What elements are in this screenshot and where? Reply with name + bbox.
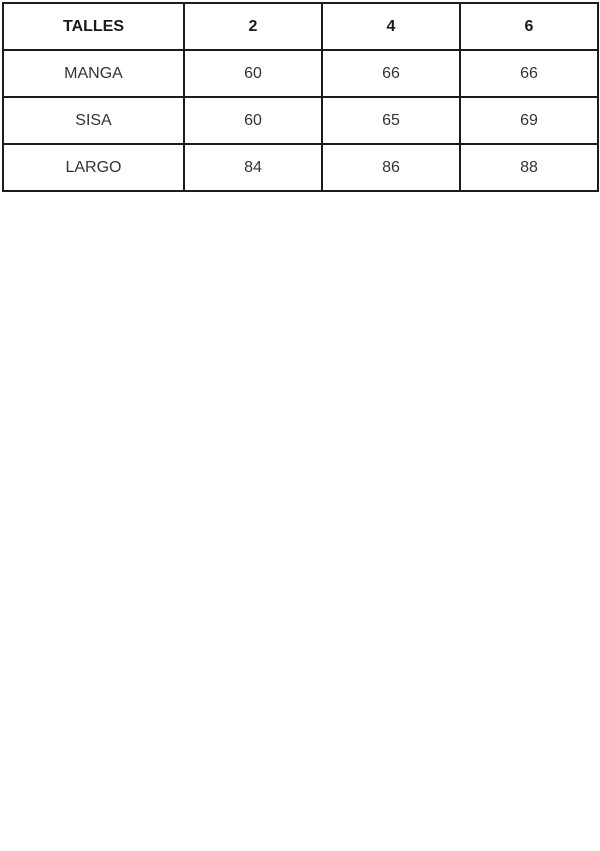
row-label-largo: LARGO [2,143,185,192]
header-size-2: 2 [183,2,323,51]
table-row-manga: MANGA 60 66 66 [2,49,599,98]
table-row-largo: LARGO 84 86 88 [2,143,599,192]
cell-sisa-6: 69 [459,96,599,145]
header-talles: TALLES [2,2,185,51]
cell-largo-4: 86 [321,143,461,192]
cell-largo-2: 84 [183,143,323,192]
size-chart-table: TALLES 2 4 6 MANGA 60 66 66 SISA 60 65 6… [2,2,599,192]
header-size-6: 6 [459,2,599,51]
cell-manga-6: 66 [459,49,599,98]
header-size-4: 4 [321,2,461,51]
table-header-row: TALLES 2 4 6 [2,2,599,51]
table-row-sisa: SISA 60 65 69 [2,96,599,145]
row-label-sisa: SISA [2,96,185,145]
cell-sisa-4: 65 [321,96,461,145]
row-label-manga: MANGA [2,49,185,98]
cell-manga-4: 66 [321,49,461,98]
cell-largo-6: 88 [459,143,599,192]
cell-manga-2: 60 [183,49,323,98]
cell-sisa-2: 60 [183,96,323,145]
